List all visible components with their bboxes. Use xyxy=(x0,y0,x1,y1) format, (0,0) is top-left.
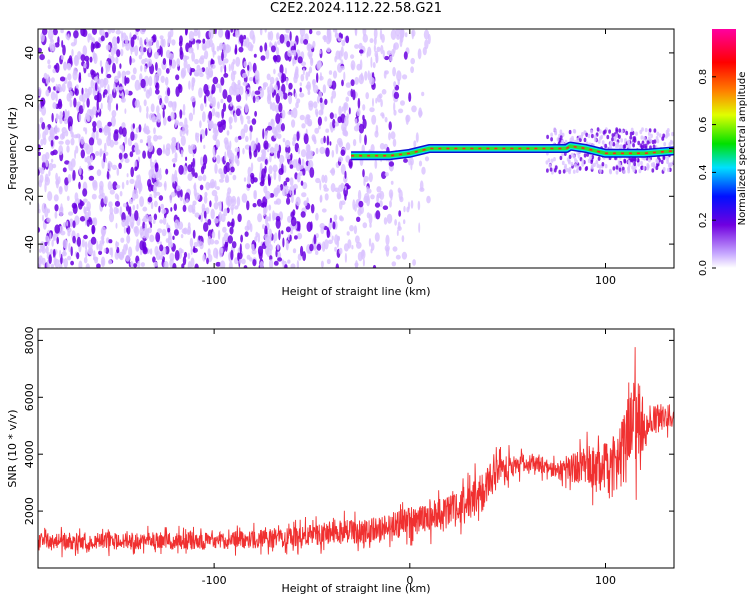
snr-xtick-label: -100 xyxy=(202,574,227,587)
snr-ytick-label: 4000 xyxy=(23,440,36,468)
snr-ytick-label: 2000 xyxy=(23,497,36,525)
snr-ytick-label: 8000 xyxy=(23,326,36,354)
colorbar: 0.0 0.2 0.4 0.6 0.8 Normalized spectral ampli… xyxy=(698,29,748,276)
colorbar-tick-label: 0.8 xyxy=(698,69,709,85)
colorbar-tick-label: 0.0 xyxy=(698,260,709,276)
colorbar-tick-label: 0.2 xyxy=(698,212,709,228)
colorbar-tick-label: 0.6 xyxy=(698,117,709,133)
snr-xlabel: Height of straight line (km) xyxy=(281,582,430,595)
spectrogram-panel: -100 0 100 -40 -20 0 20 40 Height of straight li… xyxy=(6,28,675,298)
spec-xtick-label: 0 xyxy=(406,274,413,287)
colorbar-gradient xyxy=(712,29,736,268)
spec-ytick-label: -40 xyxy=(23,235,36,253)
snr-series-line xyxy=(38,347,674,558)
snr-xtick-label: 0 xyxy=(406,574,413,587)
snr-ytick-label: 6000 xyxy=(23,383,36,411)
spec-ytick-label: 20 xyxy=(23,94,36,108)
signal-track-core xyxy=(351,145,674,157)
snr-xtick-label: 100 xyxy=(595,574,616,587)
spec-ytick-label: 0 xyxy=(23,145,36,152)
spec-ylabel: Frequency (Hz) xyxy=(6,107,19,190)
snr-frame xyxy=(37,328,675,569)
spec-xlabel: Height of straight line (km) xyxy=(281,285,430,298)
figure-title: C2E2.2024.112.22.58.G21 xyxy=(269,1,443,16)
spec-xtick-label: -100 xyxy=(202,274,227,287)
colorbar-tick-label: 0.4 xyxy=(698,164,709,180)
colorbar-label: Normalized spectral amplitude xyxy=(737,72,748,226)
spec-ytick-label: 40 xyxy=(23,46,36,60)
spec-xtick-label: 100 xyxy=(595,274,616,287)
snr-ylabel: SNR (10 * v/v) xyxy=(6,409,19,487)
signal-track xyxy=(351,141,674,161)
spec-ytick-label: -20 xyxy=(23,187,36,205)
snr-panel: -100 0 100 2000 4000 6000 8000 Height of straig… xyxy=(6,326,675,595)
